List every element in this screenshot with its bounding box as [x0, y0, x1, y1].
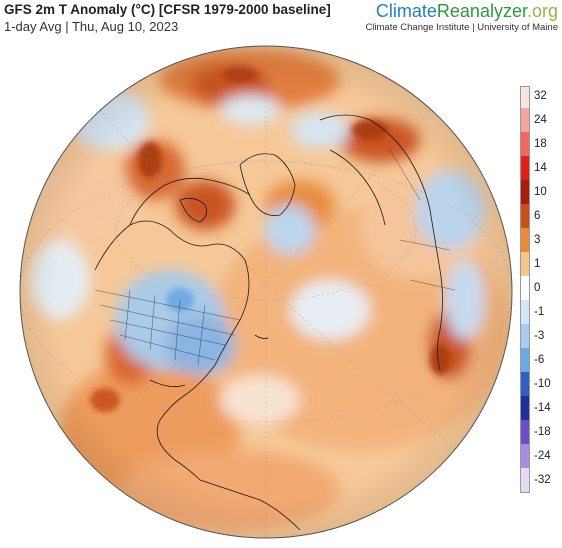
- legend-swatch: [520, 444, 530, 468]
- brand-logo-reanalyzer: Reanalyzer: [436, 1, 527, 21]
- legend-label: -18: [534, 426, 551, 438]
- legend-swatch: [520, 300, 530, 324]
- brand-logo[interactable]: ClimateReanalyzer.org: [365, 1, 558, 21]
- legend-label: -24: [534, 450, 551, 462]
- legend-label: -14: [534, 402, 551, 414]
- legend-label: 3: [534, 234, 541, 246]
- legend-label: 6: [534, 210, 541, 222]
- brand-logo-org: .org: [526, 1, 558, 21]
- legend-swatch: [520, 252, 530, 276]
- page-title: GFS 2m T Anomaly (°C) [CFSR 1979-2000 ba…: [4, 2, 331, 17]
- legend-label: -6: [534, 354, 545, 366]
- legend-swatch: [520, 348, 530, 372]
- legend-swatch: [520, 108, 530, 132]
- legend-swatch: [520, 204, 530, 228]
- legend-label: 1: [534, 258, 541, 270]
- brand-block[interactable]: ClimateReanalyzer.org Climate Change Ins…: [365, 1, 558, 33]
- legend-label: -32: [534, 474, 551, 486]
- legend-swatch: [520, 396, 530, 420]
- legend-swatch: [520, 180, 530, 204]
- page-subtitle: 1-day Avg | Thu, Aug 10, 2023: [4, 19, 179, 34]
- brand-logo-climate: Climate: [375, 1, 437, 21]
- legend-label: 10: [534, 186, 547, 198]
- color-legend: 32 24 18 14 10 6 3 1 0 -1 -3 -6 -10 -14 -18 -24 -32: [516, 86, 560, 493]
- legend-swatch: [520, 86, 530, 109]
- legend-swatch: [520, 324, 530, 348]
- legend-swatch: [520, 276, 530, 300]
- legend-swatch: [520, 372, 530, 396]
- legend-label: -3: [534, 330, 545, 342]
- legend-swatch: [520, 468, 530, 493]
- legend-label: 14: [534, 162, 547, 174]
- legend-swatch: [520, 156, 530, 180]
- legend-label: 0: [534, 282, 541, 294]
- legend-label: 18: [534, 138, 547, 150]
- legend-swatch: [520, 132, 530, 156]
- brand-tagline: Climate Change Institute | University of…: [365, 22, 558, 33]
- legend-label: -1: [534, 306, 545, 318]
- legend-label: 32: [534, 90, 547, 102]
- legend-label: 24: [534, 114, 547, 126]
- legend-label: -10: [534, 378, 551, 390]
- legend-swatch: [520, 420, 530, 444]
- legend-swatch: [520, 228, 530, 252]
